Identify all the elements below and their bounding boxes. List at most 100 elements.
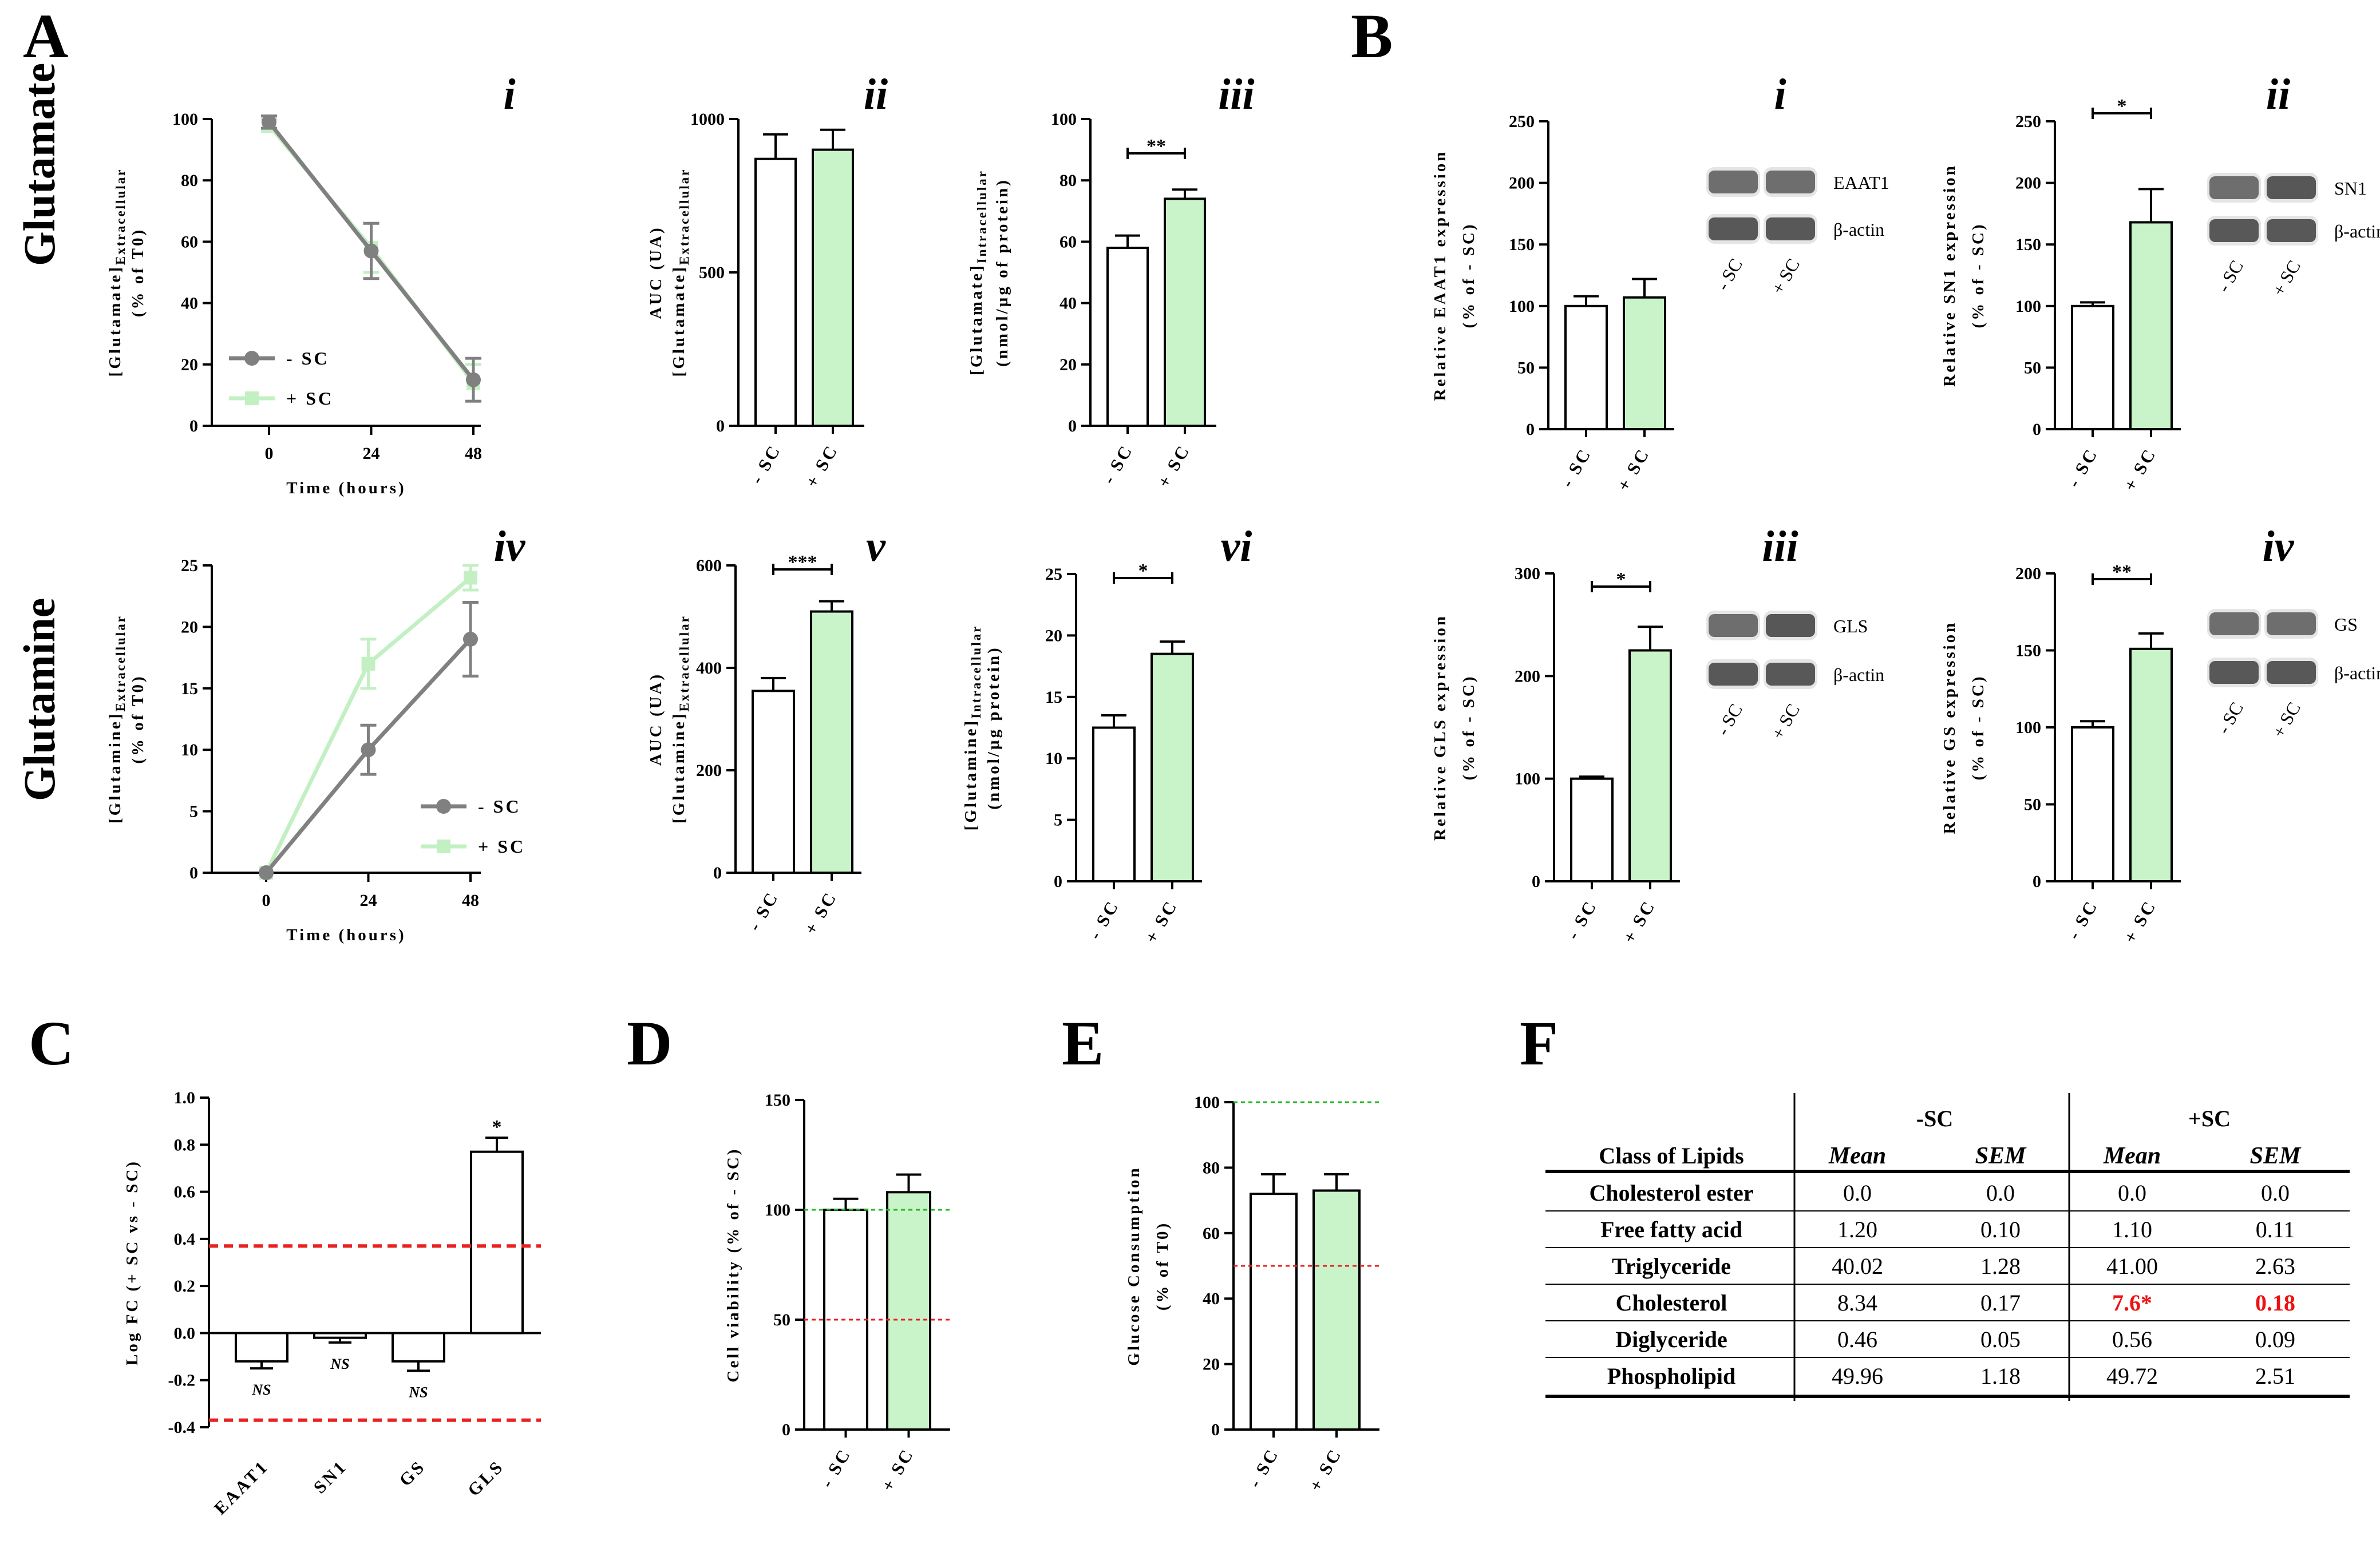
- y-tick-label: 0.8: [174, 1135, 196, 1154]
- row-label: Cholesterol ester: [1590, 1180, 1754, 1206]
- y-axis-label: Log FC (+ SC vs - SC): [123, 1159, 141, 1365]
- y-tick-label: 400: [696, 659, 722, 678]
- x-tick-label: + SC: [1305, 1444, 1346, 1495]
- x-tick-label: GS: [395, 1456, 429, 1490]
- blot-halo: [1706, 659, 1760, 689]
- y-axis-label-line2: (% of - SC): [1969, 223, 1987, 328]
- bar: [886, 1191, 931, 1431]
- y-tick-label: 0: [2033, 420, 2041, 439]
- y-tick-label: 0: [189, 864, 198, 882]
- y-axis-label-line2: (% of T0): [1153, 1221, 1172, 1311]
- y-axis-label-main: Glucose Consumption: [1125, 1166, 1143, 1365]
- panel-numeral: iv: [2263, 522, 2295, 571]
- row-label: Diglyceride: [1615, 1327, 1727, 1352]
- y-tick-label: 200: [1509, 174, 1535, 193]
- x-tick-label: 24: [363, 444, 380, 463]
- y-tick-label: 100: [765, 1201, 790, 1220]
- blot-lane-label: + SC: [1767, 255, 1804, 298]
- bar: [392, 1332, 445, 1363]
- legend-label: - SC: [478, 796, 521, 817]
- blot-halo: [1764, 611, 1817, 640]
- y-tick-label: 0.6: [174, 1183, 196, 1202]
- y-axis-label: Relative GS expression: [1940, 621, 1959, 834]
- y-tick-label: 5: [189, 802, 198, 821]
- bar: [313, 1332, 367, 1339]
- bar: [1623, 296, 1666, 431]
- bar: [812, 148, 854, 427]
- y-tick-label: 0: [1054, 872, 1062, 891]
- blot-halo: [1706, 214, 1760, 244]
- panel-numeral: v: [866, 522, 886, 571]
- y-axis-label-line2: [Glutamine]Extracellular: [670, 615, 691, 824]
- data-point-minus-sc: [259, 865, 274, 880]
- y-tick-label: 300: [1515, 564, 1540, 583]
- table-cell: 49.96: [1832, 1363, 1883, 1389]
- bar: [2129, 647, 2173, 883]
- y-axis-label-main: AUC (UA): [647, 672, 665, 766]
- ns-label: NS: [330, 1356, 349, 1372]
- panel-letter-a: A: [23, 1, 68, 71]
- panel-letter-c: C: [29, 1008, 74, 1078]
- y-axis-label-main: [Glutamate]: [967, 263, 986, 375]
- y-tick-label: 60: [181, 232, 198, 251]
- significance-stars: ***: [788, 552, 817, 573]
- y-tick-label: 0.2: [174, 1277, 196, 1296]
- panel-numeral: i: [503, 70, 515, 118]
- x-tick-label: 48: [465, 444, 482, 463]
- y-tick-label: 0.4: [174, 1230, 196, 1249]
- legend-marker: [436, 799, 451, 814]
- table-cell: 7.6*: [2112, 1290, 2152, 1316]
- table-cell: 2.63: [2255, 1253, 2295, 1279]
- table-cell: 41.00: [2106, 1253, 2158, 1279]
- blot-halo: [1764, 167, 1817, 197]
- blot-halo: [2207, 216, 2261, 246]
- y-tick-label: 1000: [690, 110, 725, 129]
- blot-band: [1709, 614, 1758, 637]
- ns-label: NS: [251, 1381, 271, 1398]
- chart-c: -0.4 -0.2 0.0 0.2 0.4 0.6 0.8 1.0 Log FC (+ SC v…: [123, 1088, 541, 1518]
- table-cell: 0.10: [1980, 1217, 2021, 1242]
- y-axis-label-line2-main: (% of - SC): [1460, 675, 1478, 781]
- significance-stars: *: [1138, 560, 1148, 581]
- x-tick-label: - SC: [744, 888, 782, 934]
- bar: [1250, 1193, 1298, 1431]
- y-axis-label: [Glutamate]Intracellular: [967, 169, 989, 375]
- y-tick-label: 20: [1059, 355, 1077, 374]
- column-header: Mean: [2103, 1143, 2161, 1169]
- table-cell: 0.09: [2255, 1327, 2295, 1352]
- bar: [754, 157, 797, 427]
- y-axis-label-line2: (% of - SC): [1460, 223, 1478, 328]
- legend-marker: [437, 840, 450, 853]
- y-tick-label: 10: [1045, 749, 1062, 768]
- y-tick-label: 60: [1203, 1224, 1220, 1243]
- panel-letter-d: D: [627, 1008, 672, 1078]
- y-axis-label-sub: Extracellular: [677, 615, 691, 711]
- panel-numeral: ii: [2266, 70, 2290, 118]
- x-tick-label: - SC: [1085, 896, 1123, 943]
- table-cell: 0.17: [1980, 1290, 2021, 1316]
- y-tick-label: 15: [181, 679, 198, 698]
- x-tick-label: - SC: [1244, 1444, 1283, 1491]
- blot-halo: [2207, 609, 2261, 639]
- row-label: Triglyceride: [1612, 1253, 1731, 1279]
- blot-halo: [1706, 611, 1760, 640]
- y-tick-label: 50: [773, 1311, 790, 1329]
- data-point-plus-sc: [361, 656, 375, 671]
- x-tick-label: - SC: [816, 1444, 855, 1491]
- bar: [810, 610, 853, 874]
- bar: [1106, 247, 1149, 427]
- y-axis-label: [Glutamine]Extracellular: [106, 615, 128, 824]
- table-cell: 1.18: [1980, 1363, 2021, 1389]
- panel-numeral: iii: [1218, 70, 1254, 118]
- legend-label: - SC: [286, 348, 330, 369]
- blot-band: [2209, 661, 2259, 684]
- blot-band: [1766, 217, 1815, 240]
- y-axis-label: [Glutamate]Extracellular: [106, 168, 128, 377]
- panel-numeral: i: [1774, 70, 1786, 118]
- table-cell: 2.51: [2255, 1363, 2295, 1389]
- y-tick-label: 20: [181, 355, 198, 374]
- y-tick-label: 40: [1203, 1289, 1220, 1308]
- chart-b-ii: 0 50 100 150 200 250 Relative SN1 expression (%…: [1940, 70, 2380, 494]
- chart-a-i: 0 20 40 60 80 100 [Glutamate]Extracellular(% o…: [106, 70, 516, 497]
- x-tick-label: + SC: [800, 888, 841, 938]
